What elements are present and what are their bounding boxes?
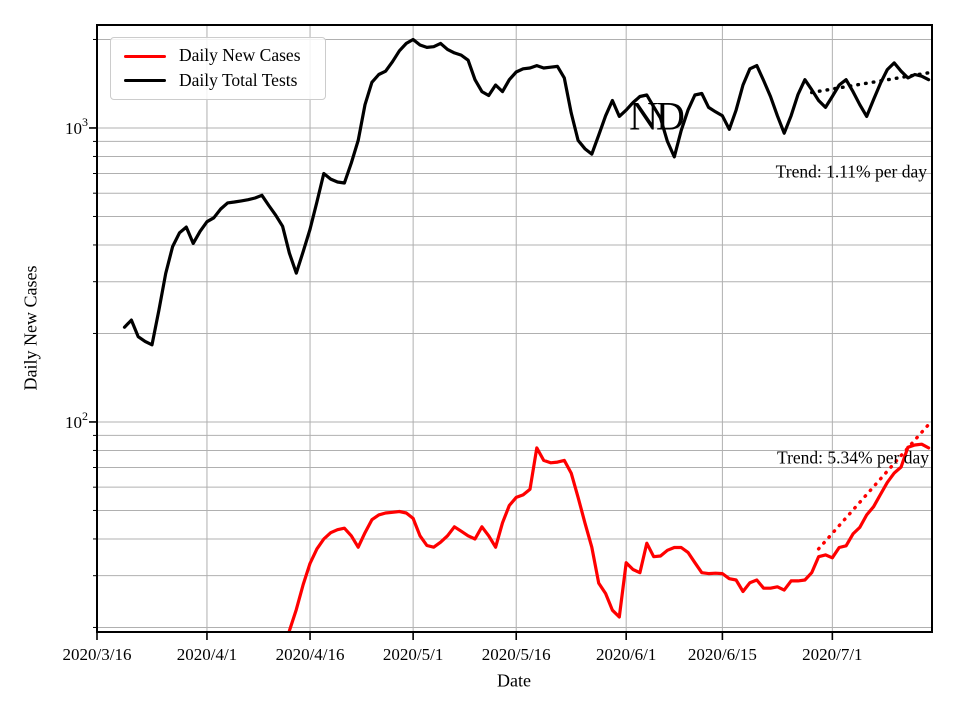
daily-new-cases-line: [287, 442, 931, 632]
y-tick-label: 102: [65, 409, 88, 432]
tests-trend-dotted-line: [810, 71, 931, 95]
series-group: [122, 37, 931, 632]
trend-annotation-tests: Trend: 1.11% per day: [775, 161, 927, 182]
state-label: ND: [629, 93, 685, 139]
x-tick-label: 2020/4/16: [276, 645, 345, 664]
x-tick-label: 2020/6/1: [596, 645, 656, 664]
legend: Daily New Cases Daily Total Tests: [110, 37, 326, 100]
x-tick-label: 2020/4/1: [177, 645, 237, 664]
red-line-swatch-icon: [124, 54, 166, 58]
trend-annotation-cases: Trend: 5.34% per day: [777, 447, 929, 468]
x-tick-label: 2020/5/16: [482, 645, 551, 664]
x-tick-label: 2020/5/1: [383, 645, 443, 664]
y-axis-label: Daily New Cases: [20, 265, 41, 391]
x-tick-label: 2020/3/16: [63, 645, 132, 664]
legend-entry-daily-new-cases: Daily New Cases: [111, 47, 325, 65]
legend-entry-daily-total-tests: Daily Total Tests: [111, 72, 325, 90]
x-axis-label: Date: [497, 670, 531, 691]
axis-ticks: 2020/3/16 2020/4/1 2020/4/16 2020/5/1 2020/5…: [63, 38, 863, 664]
legend-label-daily-total-tests: Daily Total Tests: [179, 70, 298, 91]
legend-label-daily-new-cases: Daily New Cases: [179, 45, 301, 66]
y-tick-label: 103: [65, 115, 88, 138]
x-tick-label: 2020/6/15: [688, 645, 757, 664]
daily-total-tests-line: [122, 37, 931, 347]
axes-border: [96, 24, 933, 633]
black-line-swatch-icon: [124, 79, 166, 83]
x-tick-label: 2020/7/1: [802, 645, 862, 664]
grid: [96, 25, 932, 632]
